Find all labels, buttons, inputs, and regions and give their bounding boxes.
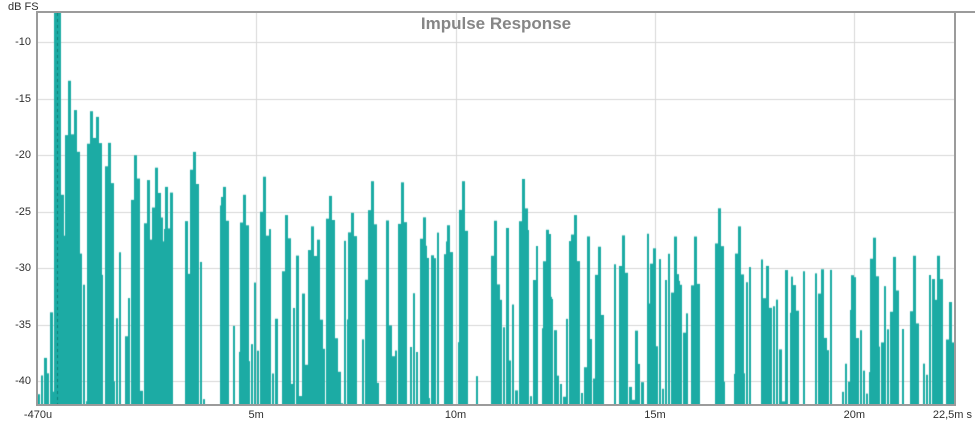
x-tick-label: 10m [444,409,467,421]
x-tick-label: -470u [23,409,53,421]
impulse-response-plot-canvas[interactable] [38,13,954,404]
x-tick-label: 5m [248,409,264,421]
x-tick-label: 20m [843,409,865,421]
y-axis-unit-label: dB FS [8,1,39,13]
x-tick-label: 22,5m s [932,409,972,421]
y-tick-label: -10 [15,36,31,49]
plot-top-border-extension [954,11,975,13]
y-tick-label: -40 [15,375,31,388]
y-tick-label: -20 [15,149,31,162]
y-tick-label: -35 [15,318,31,331]
y-tick-label: -15 [15,92,31,105]
y-tick-label: -25 [15,205,31,218]
x-tick-label: 15m [644,409,666,421]
y-tick-label: -30 [15,262,31,275]
plot-frame [36,11,956,406]
